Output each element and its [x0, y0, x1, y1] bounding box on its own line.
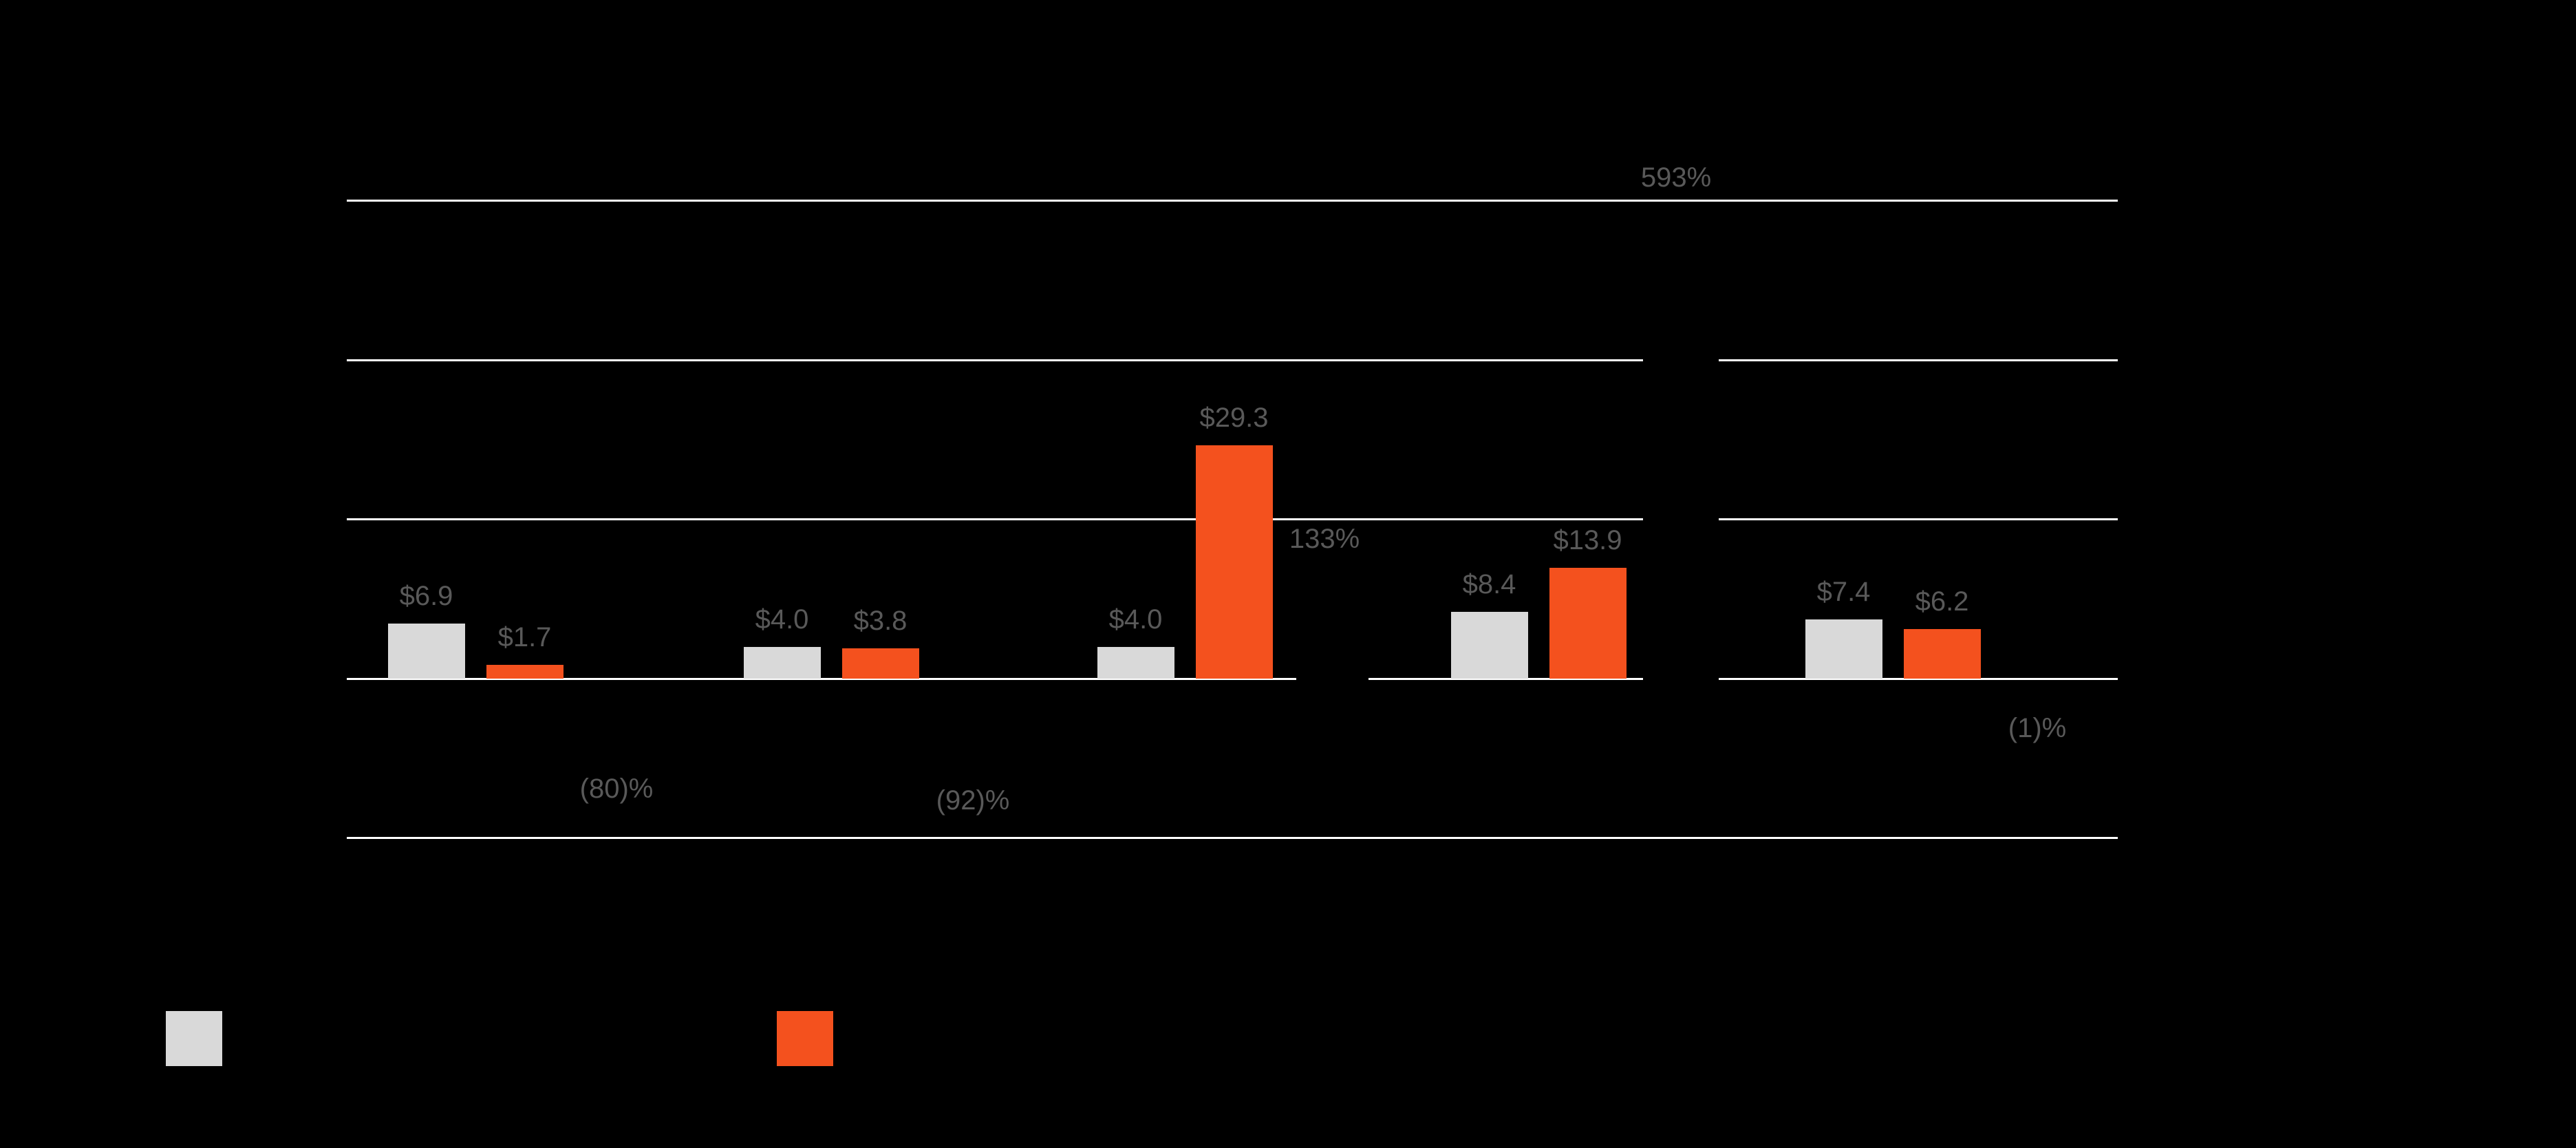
gridline [1368, 677, 1643, 680]
bar-series-2-orange [841, 648, 919, 679]
bar-series-2-orange [1549, 568, 1627, 679]
gridline [1719, 359, 2118, 361]
bar-value-label: $6.9 [399, 581, 453, 612]
bar-value-label: $1.7 [497, 622, 552, 653]
bar-series-2-orange [1195, 445, 1273, 679]
bar-value-label: $8.4 [1462, 568, 1516, 599]
gridline [1719, 518, 2118, 521]
legend-swatch-series-1-gray [166, 1011, 222, 1066]
bar-series-1-gray [1097, 646, 1174, 679]
gridline [347, 200, 2118, 202]
bar-series-1-gray [1805, 619, 1882, 679]
bar-value-label: $4.0 [1108, 604, 1163, 635]
gridline [1719, 677, 2118, 680]
bar-value-label: $4.0 [755, 604, 809, 635]
bar-series-1-gray [743, 646, 821, 679]
bar-value-label: $7.4 [1816, 577, 1871, 608]
bar-series-2-orange [1903, 629, 1981, 679]
legend-swatch-series-2-orange [777, 1011, 833, 1066]
gridline [347, 518, 1643, 521]
bar-value-label: $3.8 [853, 606, 908, 637]
bar-series-1-gray [387, 624, 465, 679]
bar-value-label: $13.9 [1553, 525, 1622, 556]
bar-value-label: $29.3 [1199, 402, 1269, 433]
change-percent-label: (80)% [579, 774, 654, 804]
gridline [347, 677, 1296, 680]
change-percent-label: (1)% [2008, 713, 2067, 743]
change-percent-label: (92)% [936, 785, 1010, 816]
gridline [347, 359, 1643, 361]
gridline [347, 836, 2118, 839]
change-percent-label: 593% [1640, 162, 1712, 193]
bar-series-1-gray [1450, 611, 1528, 679]
bar-value-label: $6.2 [1915, 586, 1969, 617]
change-percent-label: 133% [1289, 524, 1360, 554]
bar-series-2-orange [486, 665, 564, 679]
